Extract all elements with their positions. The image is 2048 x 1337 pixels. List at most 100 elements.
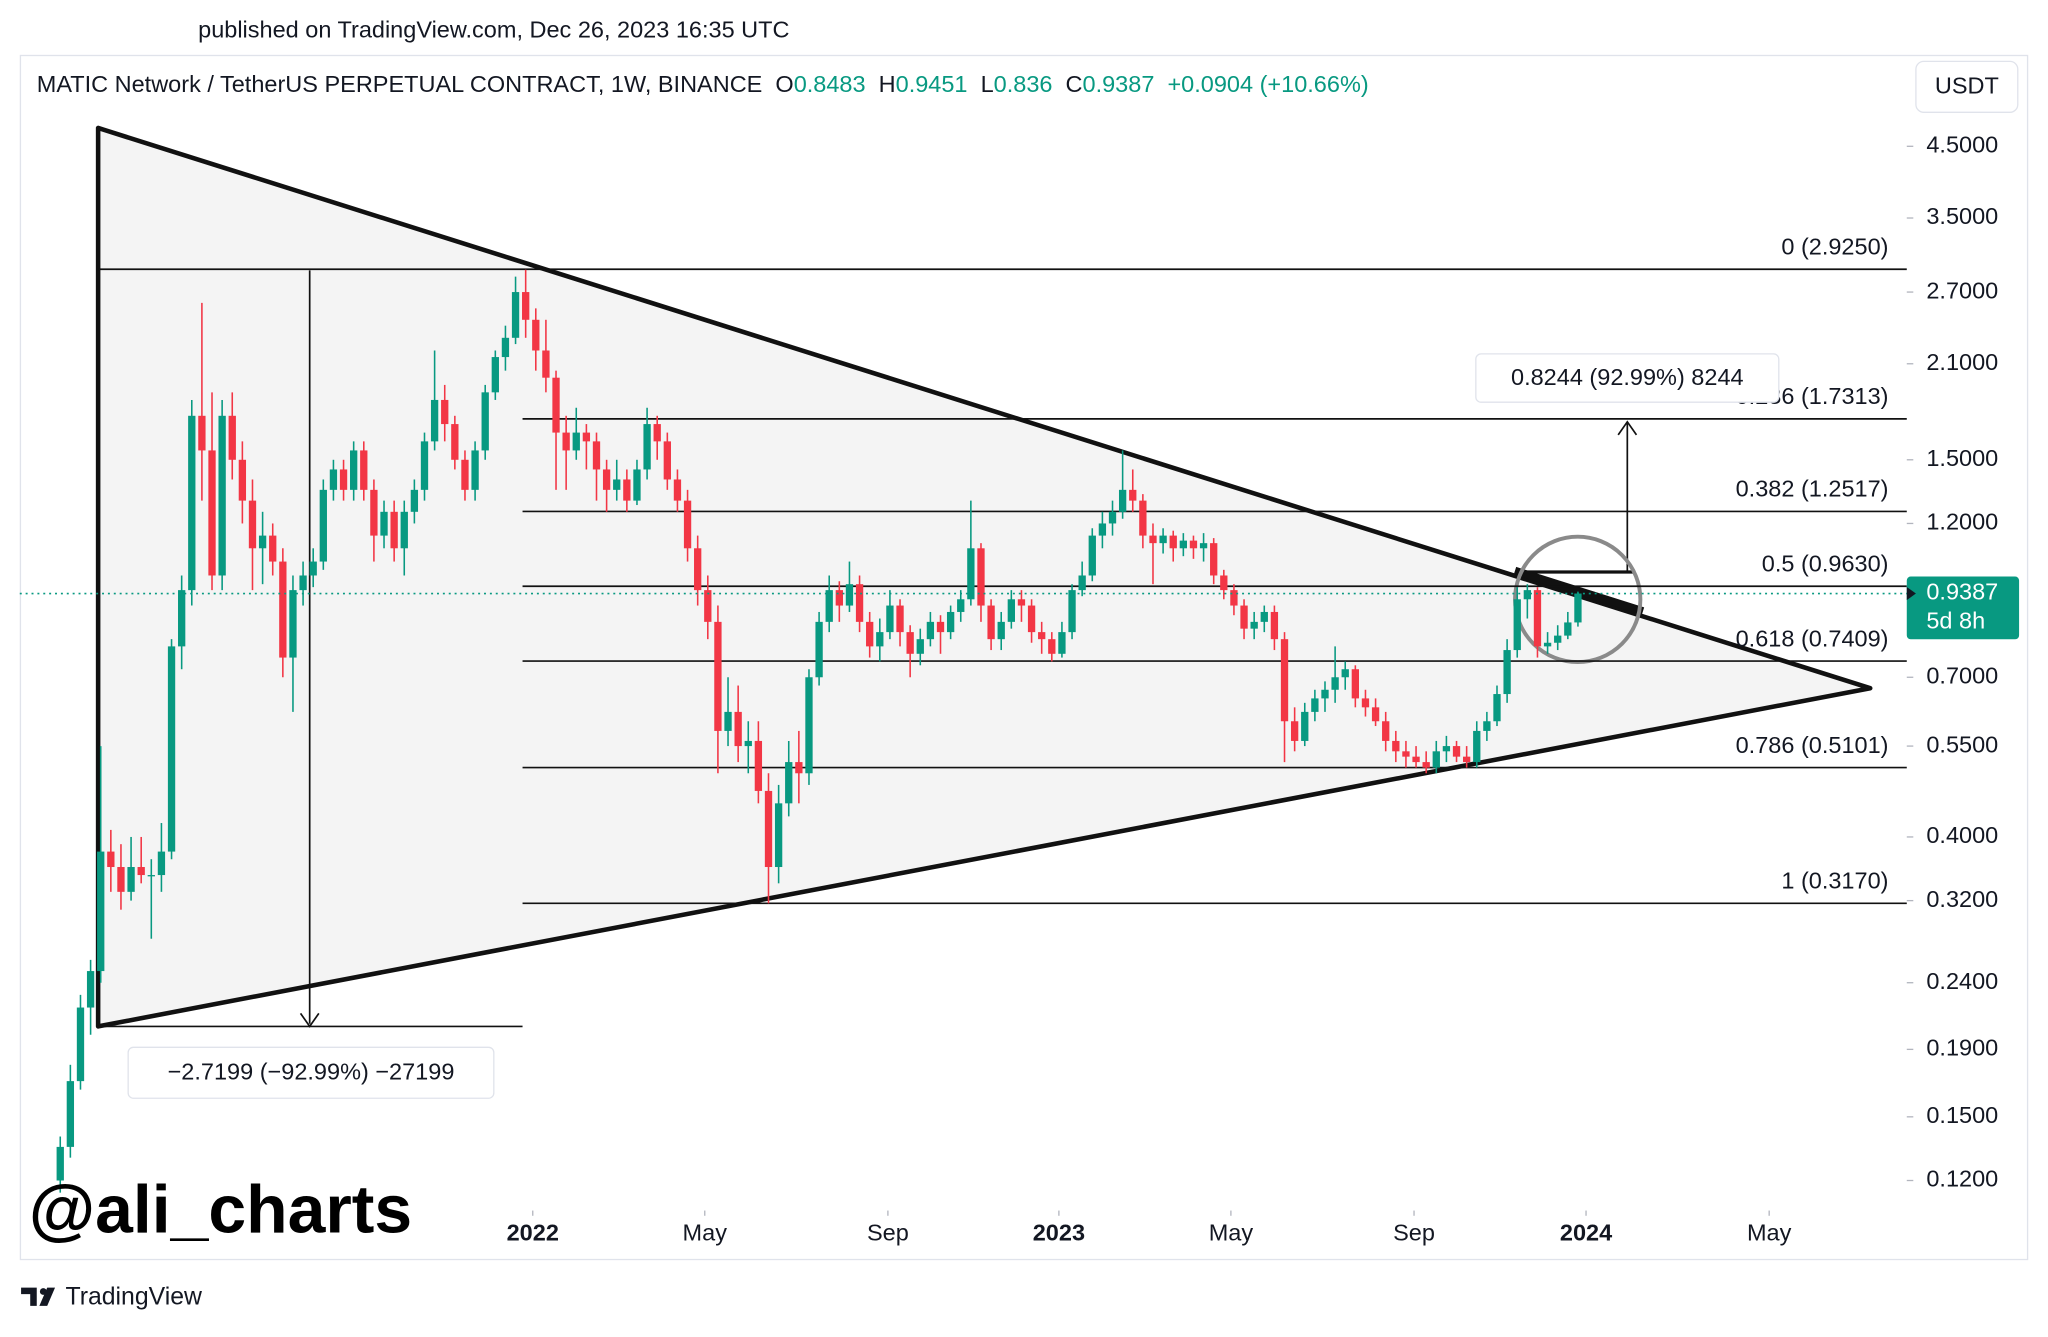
candle-body	[97, 851, 105, 972]
currency-button[interactable]: USDT	[1915, 60, 2019, 113]
fib-levels: 0 (2.9250)0.236 (1.7313)0.382 (1.2517)0.…	[98, 234, 1907, 905]
chart-frame	[19, 54, 2029, 1261]
candle-body	[1523, 590, 1532, 600]
candle-body	[815, 621, 823, 678]
ohlc-key: L	[981, 71, 994, 97]
ohlc-key: O	[775, 71, 793, 97]
candle-body	[1240, 605, 1248, 629]
candle-body	[451, 424, 459, 460]
candle-body	[764, 790, 773, 868]
candle-body	[1462, 756, 1471, 763]
fib-label: 0.5 (0.9630)	[1762, 551, 1889, 577]
price-label-pointer	[1906, 587, 1916, 601]
candle-body	[178, 590, 186, 647]
candle-body	[1189, 540, 1198, 549]
candle-body	[198, 415, 206, 451]
candle-body	[613, 479, 621, 490]
fib-label: 0 (2.9250)	[1781, 234, 1888, 260]
candle-body	[390, 511, 398, 549]
candle-body	[1027, 605, 1036, 633]
candle-body	[1159, 535, 1167, 544]
candle-body	[501, 337, 510, 358]
measure-up-text: 0.8244 (92.99%) 8244	[1511, 364, 1744, 390]
x-tick-label: May	[683, 1219, 728, 1245]
candle-body	[1341, 669, 1349, 678]
candle-body	[1361, 698, 1370, 708]
candle-body	[724, 711, 732, 731]
ohlc-value: 0.836	[994, 71, 1053, 97]
candle-body	[1473, 730, 1481, 763]
ohlc-key: C	[1066, 71, 1083, 97]
candle-body	[1290, 721, 1299, 741]
candle-body	[319, 489, 327, 562]
y-tick-label: 0.5500	[1926, 731, 1998, 757]
candle-body	[269, 535, 277, 562]
candle-body	[1311, 698, 1319, 712]
candle-body	[228, 415, 236, 460]
y-tick-label: 2.7000	[1926, 277, 1998, 303]
candle-body	[1301, 711, 1309, 741]
candle-body	[208, 450, 216, 576]
logo-dot	[39, 1288, 47, 1295]
candle-body	[289, 590, 297, 658]
candle-body	[825, 590, 833, 622]
candle-body	[1392, 740, 1400, 752]
candle-body	[1068, 590, 1076, 633]
fib-label: 1 (0.3170)	[1781, 868, 1888, 894]
symbol-title: MATIC Network / TetherUS PERPETUAL CONTR…	[37, 71, 763, 97]
currency-label[interactable]: USDT	[1935, 73, 1999, 99]
candle-body	[309, 561, 317, 576]
brand-name: TradingView	[65, 1284, 202, 1311]
candle-body	[279, 561, 287, 658]
candle-body	[582, 432, 591, 442]
candle-body	[957, 599, 965, 612]
fib-label: 0.786 (0.5101)	[1736, 732, 1889, 758]
candle-body	[1554, 635, 1562, 643]
candle-body	[542, 350, 550, 378]
candle-body	[1564, 622, 1572, 636]
candle-body	[1543, 642, 1552, 647]
y-tick-label: 0.3200	[1926, 886, 1998, 912]
ohlc-value: 0.9387	[1083, 71, 1155, 97]
candle-body	[137, 867, 145, 876]
candle-body	[360, 450, 368, 490]
candle-body	[805, 677, 813, 774]
candle-body	[1503, 650, 1511, 695]
candle-body	[876, 632, 884, 647]
candle-body	[946, 611, 955, 633]
measure-label: −2.7199 (−92.99%) −27199	[127, 1046, 495, 1099]
candle-body	[754, 740, 763, 791]
candle-body	[744, 740, 752, 747]
candle-body	[350, 450, 358, 490]
candle-body	[1533, 590, 1542, 647]
candle-body	[1088, 535, 1096, 576]
candle-body	[147, 875, 155, 877]
x-tick-label: Sep	[867, 1219, 909, 1245]
candle-body	[1412, 756, 1420, 763]
candle-body	[339, 469, 348, 490]
candle-body	[1129, 489, 1137, 501]
price-label-box	[1906, 576, 2020, 640]
candle-body	[511, 292, 520, 338]
y-tick-label: 4.5000	[1926, 131, 1998, 157]
candle-body	[1574, 593, 1582, 623]
x-tick-label: May	[1747, 1219, 1792, 1245]
candle-body	[572, 432, 580, 451]
candle-body	[1210, 543, 1218, 576]
candle-body	[1371, 707, 1380, 722]
candle-body	[997, 621, 1005, 640]
candle-body	[886, 605, 894, 633]
y-tick-label: 0.2400	[1926, 968, 1998, 994]
candle-body	[258, 535, 267, 549]
candle-body	[491, 357, 499, 393]
candle-body	[167, 646, 176, 852]
candle-body	[1078, 575, 1086, 591]
measure-down-text: −2.7199 (−92.99%) −27199	[168, 1059, 455, 1085]
candle-body	[430, 399, 439, 442]
button-box[interactable]	[1915, 60, 2019, 113]
x-tick-label: Sep	[1393, 1219, 1435, 1245]
y-tick-label: 0.1200	[1926, 1166, 1998, 1192]
candle-body	[592, 441, 601, 470]
candle-body	[1270, 611, 1279, 640]
